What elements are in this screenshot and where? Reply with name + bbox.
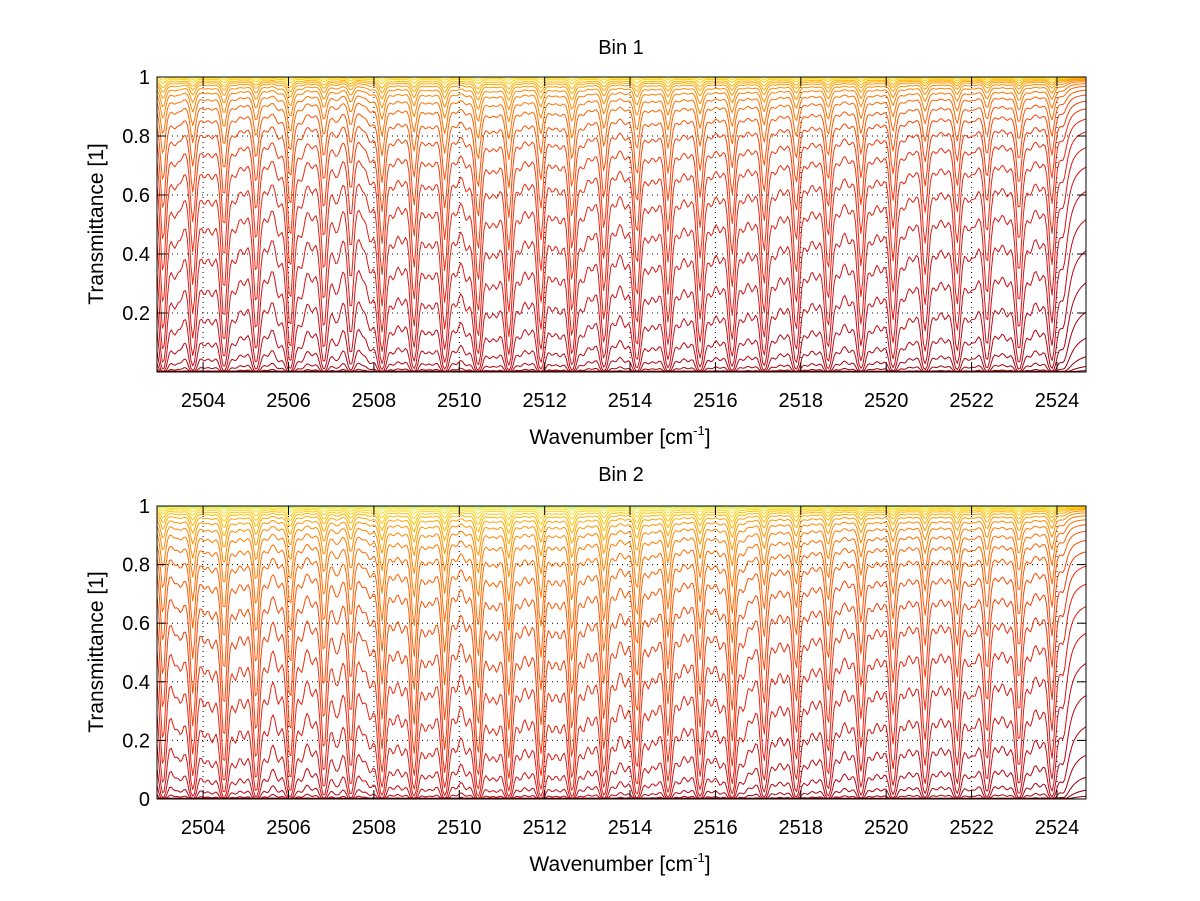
- spectrum-curve: [157, 282, 1086, 372]
- spectrum-curve: [157, 100, 1086, 251]
- spectrum-curve: [157, 85, 1086, 161]
- y-tick-label: 1: [139, 67, 150, 89]
- spectrum-curve: [157, 583, 1086, 792]
- spectrum-curve: [157, 94, 1086, 218]
- axes-frame: [156, 505, 1087, 800]
- spectrum-curve: [157, 776, 1086, 799]
- spectrum-curve: [157, 370, 1086, 372]
- x-axis-label: Wavenumber [cm-1]: [529, 850, 710, 876]
- spectrum-curve: [157, 551, 1086, 759]
- spectrum-curve: [157, 519, 1086, 631]
- spectrum-curve: [157, 76, 1086, 81]
- spectrum-curve: [157, 662, 1086, 799]
- x-tick-label: 2520: [864, 390, 909, 412]
- spectrum-curve: [157, 166, 1086, 366]
- spectrum-curve: [157, 726, 1086, 799]
- spectrum-curve: [157, 78, 1086, 95]
- subplot-bin-1: Bin 1 2504 2506 2508 2510 2512 2514 2516 2518 25…: [85, 37, 1087, 449]
- x-tick-label: 2524: [1035, 390, 1080, 412]
- x-tick-label: 2516: [693, 817, 738, 839]
- subplot-title: Bin 1: [598, 37, 644, 59]
- spectrum-curve: [157, 118, 1086, 313]
- spectrum-curve: [157, 508, 1086, 534]
- x-tick-label: 2514: [608, 390, 653, 412]
- x-tick-label: 2522: [949, 390, 994, 412]
- spectrum-curve: [157, 695, 1086, 799]
- x-tick-label: 2516: [693, 390, 738, 412]
- spectrum-curve: [157, 524, 1086, 663]
- spectrum-curve: [157, 506, 1086, 520]
- spectrum-curve: [157, 81, 1086, 123]
- spectrum-curve: [157, 509, 1086, 545]
- spectrum-curve: [157, 79, 1086, 111]
- spectra: [157, 76, 1086, 372]
- spectrum-curve: [157, 89, 1086, 189]
- x-tick-label: 2506: [266, 817, 311, 839]
- spectrum-curve: [157, 506, 1086, 515]
- spectrum-curve: [157, 311, 1086, 372]
- spectrum-curve: [157, 337, 1086, 372]
- spectrum-curve: [157, 507, 1086, 527]
- y-tick-label: 0.2: [122, 303, 150, 325]
- y-axis-label: Transmittance [1]: [85, 143, 108, 304]
- x-axis-label: Wavenumber [cm-1]: [529, 423, 710, 449]
- x-tick-label: 2510: [437, 390, 482, 412]
- x-tick-label: 2522: [949, 817, 994, 839]
- spectrum-curve: [157, 512, 1086, 578]
- spectrum-curve: [157, 540, 1086, 731]
- spectrum-curve: [157, 632, 1086, 799]
- y-tick-label: 0.6: [122, 185, 150, 207]
- spectrum-curve: [157, 795, 1086, 799]
- y-tick-label: 0.6: [122, 613, 150, 635]
- spectrum-curve: [157, 131, 1086, 337]
- ticks: 2504 2506 2508 2510 2512 2514 2516 2518 2520 2522…: [122, 67, 1086, 412]
- x-tick-label: 2504: [181, 390, 226, 412]
- x-tick-label: 2518: [779, 390, 824, 412]
- x-tick-label: 2510: [437, 817, 482, 839]
- spectrum-curve: [157, 77, 1086, 90]
- spectrum-curve: [157, 219, 1086, 372]
- x-tick-label: 2506: [266, 390, 311, 412]
- spectra: [157, 505, 1086, 799]
- subplot-bin-2: Bin 2 2504 2506 2508 2510 2512 2514 2516 2518 25…: [85, 464, 1087, 876]
- spectrum-curve: [157, 606, 1086, 798]
- axes-frame: [156, 76, 1087, 373]
- spectrum-curve: [157, 190, 1086, 371]
- subplot-title: Bin 2: [598, 464, 644, 486]
- y-tick-label: 0.8: [122, 126, 150, 148]
- spectrum-curve: [157, 754, 1086, 799]
- y-tick-label: 0.8: [122, 555, 150, 577]
- y-tick-label: 0.4: [122, 672, 150, 694]
- spectrum-curve: [157, 83, 1086, 140]
- x-tick-label: 2524: [1035, 817, 1080, 839]
- x-tick-label: 2512: [522, 817, 567, 839]
- ticks: 2504 2506 2508 2510 2512 2514 2516 2518 2520 2522…: [122, 496, 1086, 839]
- spectrum-curve: [157, 515, 1086, 602]
- spectrum-curve: [157, 77, 1086, 85]
- spectrum-curve: [157, 530, 1086, 696]
- y-tick-label: 0.4: [122, 244, 150, 266]
- x-tick-label: 2512: [522, 390, 567, 412]
- y-axis-label: Transmittance [1]: [85, 571, 108, 732]
- x-tick-label: 2504: [181, 817, 226, 839]
- spectrum-curve: [157, 565, 1086, 779]
- x-tick-label: 2514: [608, 817, 653, 839]
- x-tick-label: 2520: [864, 817, 909, 839]
- spectrum-curve: [157, 78, 1086, 101]
- spectrum-curve: [157, 250, 1086, 372]
- y-tick-label: 1: [139, 496, 150, 518]
- spectrum-curve: [157, 505, 1086, 512]
- spectrum-curve: [157, 108, 1086, 282]
- x-tick-label: 2518: [779, 817, 824, 839]
- spectrum-curve: [157, 147, 1086, 355]
- x-tick-label: 2508: [352, 390, 397, 412]
- y-tick-label: 0: [139, 789, 150, 811]
- y-tick-label: 0.2: [122, 730, 150, 752]
- spectrum-curve: [157, 510, 1086, 559]
- x-tick-label: 2508: [352, 817, 397, 839]
- gridlines: [157, 506, 1086, 799]
